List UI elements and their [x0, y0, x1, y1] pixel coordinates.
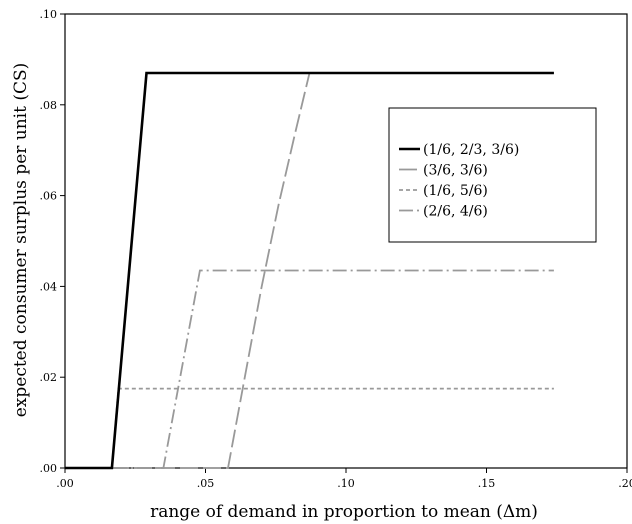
- x-tick-label: .05: [197, 477, 215, 490]
- legend-label: (1/6, 5/6): [423, 183, 488, 199]
- x-axis-label: range of demand in proportion to mean (Δ…: [150, 502, 538, 522]
- legend-box: [388, 107, 597, 243]
- x-axis-ticks: .00 .05 .10 .15 .20: [56, 468, 632, 490]
- legend-label: (1/6, 2/3, 3/6): [423, 142, 519, 158]
- x-tick-label: .20: [618, 477, 632, 490]
- y-tick-label: .02: [40, 371, 58, 384]
- series-line: [65, 72, 554, 469]
- series-line: [65, 71, 554, 470]
- x-tick-label: .10: [337, 477, 355, 490]
- y-tick-label: .04: [40, 280, 58, 293]
- series-lines: [65, 71, 554, 470]
- legend: (1/6, 2/3, 3/6) (3/6, 3/6) (1/6, 5/6) (2/6,…: [388, 107, 597, 243]
- series-line: [65, 269, 554, 469]
- y-tick-label: .08: [40, 99, 58, 112]
- y-axis-label: expected consumer surplus per unit (CS): [11, 63, 31, 418]
- y-axis-ticks: .00 .02 .04 .06 .08 .10: [40, 8, 65, 475]
- legend-label: (2/6, 4/6): [423, 204, 488, 220]
- x-tick-label: .15: [478, 477, 496, 490]
- y-tick-label: .00: [40, 462, 58, 475]
- x-tick-label: .00: [56, 477, 74, 490]
- y-tick-label: .10: [40, 8, 58, 21]
- series-line: [65, 387, 554, 469]
- legend-label: (3/6, 3/6): [423, 163, 488, 179]
- y-tick-label: .06: [40, 190, 58, 203]
